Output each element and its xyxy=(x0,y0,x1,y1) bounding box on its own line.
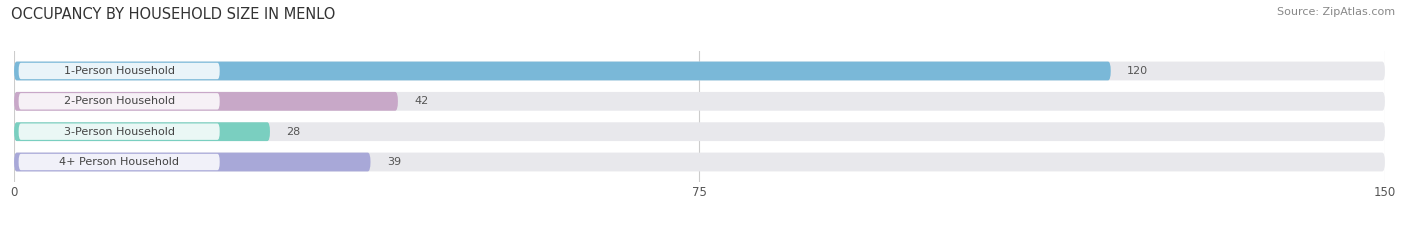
FancyBboxPatch shape xyxy=(18,123,219,140)
Text: 28: 28 xyxy=(287,127,301,137)
Text: 120: 120 xyxy=(1128,66,1149,76)
FancyBboxPatch shape xyxy=(14,122,1385,141)
FancyBboxPatch shape xyxy=(18,93,219,110)
Text: Source: ZipAtlas.com: Source: ZipAtlas.com xyxy=(1277,7,1395,17)
FancyBboxPatch shape xyxy=(14,153,1385,171)
Text: 1-Person Household: 1-Person Household xyxy=(63,66,174,76)
FancyBboxPatch shape xyxy=(18,63,219,79)
Text: OCCUPANCY BY HOUSEHOLD SIZE IN MENLO: OCCUPANCY BY HOUSEHOLD SIZE IN MENLO xyxy=(11,7,336,22)
Text: 4+ Person Household: 4+ Person Household xyxy=(59,157,179,167)
Text: 39: 39 xyxy=(387,157,401,167)
FancyBboxPatch shape xyxy=(18,154,219,170)
FancyBboxPatch shape xyxy=(14,92,398,111)
Text: 3-Person Household: 3-Person Household xyxy=(63,127,174,137)
FancyBboxPatch shape xyxy=(14,62,1385,80)
FancyBboxPatch shape xyxy=(14,62,1111,80)
FancyBboxPatch shape xyxy=(14,153,371,171)
Text: 42: 42 xyxy=(415,96,429,106)
Text: 2-Person Household: 2-Person Household xyxy=(63,96,174,106)
FancyBboxPatch shape xyxy=(14,92,1385,111)
FancyBboxPatch shape xyxy=(14,122,270,141)
